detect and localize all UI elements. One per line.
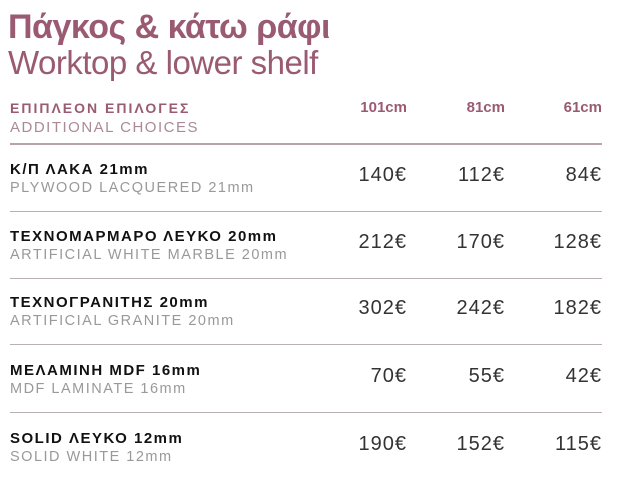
option-name-english: MDF LAMINATE 16mm bbox=[10, 381, 187, 397]
option-name-english: ARTIFICIAL WHITE MARBLE 20mm bbox=[10, 247, 289, 263]
row-divider bbox=[10, 344, 602, 345]
option-name-greek: Κ/Π ΛΑΚΑ 21mm bbox=[10, 161, 149, 178]
row-divider bbox=[10, 278, 602, 279]
page-subtitle: Worktop & lower shelf bbox=[8, 44, 318, 81]
price-cell: 55€ bbox=[468, 365, 505, 387]
option-name-greek: ΤΕΧΝΟΓΡΑΝΙΤΗΣ 20mm bbox=[10, 294, 209, 311]
price-cell: 140€ bbox=[358, 164, 407, 186]
option-name-greek: ΤΕΧΝΟΜΑΡΜΑΡΟ ΛΕΥΚΟ 20mm bbox=[10, 228, 278, 245]
price-cell: 212€ bbox=[358, 231, 407, 253]
price-cell: 242€ bbox=[456, 297, 505, 319]
price-cell: 302€ bbox=[358, 297, 407, 319]
header-divider bbox=[10, 143, 602, 145]
price-cell: 128€ bbox=[553, 231, 602, 253]
price-cell: 115€ bbox=[554, 433, 602, 455]
column-header-101: 101cm bbox=[360, 99, 407, 116]
price-cell: 84€ bbox=[565, 164, 602, 186]
price-cell: 112€ bbox=[457, 164, 505, 186]
row-divider bbox=[10, 211, 602, 212]
option-name-english: PLYWOOD LACQUERED 21mm bbox=[10, 180, 255, 196]
header-label-english: ADDITIONAL CHOICES bbox=[10, 119, 199, 136]
option-name-greek: ΜΕΛΑΜΙΝΗ MDF 16mm bbox=[10, 362, 202, 379]
option-name-greek: SOLID ΛΕΥΚΟ 12mm bbox=[10, 430, 184, 447]
page-title: Πάγκος & κάτω ράφι bbox=[8, 8, 330, 46]
column-header-61: 61cm bbox=[563, 99, 602, 116]
row-divider bbox=[10, 412, 602, 413]
price-cell: 42€ bbox=[565, 365, 602, 387]
column-header-81: 81cm bbox=[466, 99, 505, 116]
price-cell: 152€ bbox=[456, 433, 505, 455]
header-label-greek: ΕΠΙΠΛΕΟΝ ΕΠΙΛΟΓΕΣ bbox=[10, 100, 191, 116]
option-name-english: ARTIFICIAL GRANITE 20mm bbox=[10, 313, 235, 329]
price-cell: 170€ bbox=[456, 231, 505, 253]
price-cell: 190€ bbox=[358, 433, 407, 455]
option-name-english: SOLID WHITE 12mm bbox=[10, 449, 173, 465]
price-cell: 70€ bbox=[370, 365, 407, 387]
price-cell: 182€ bbox=[553, 297, 602, 319]
